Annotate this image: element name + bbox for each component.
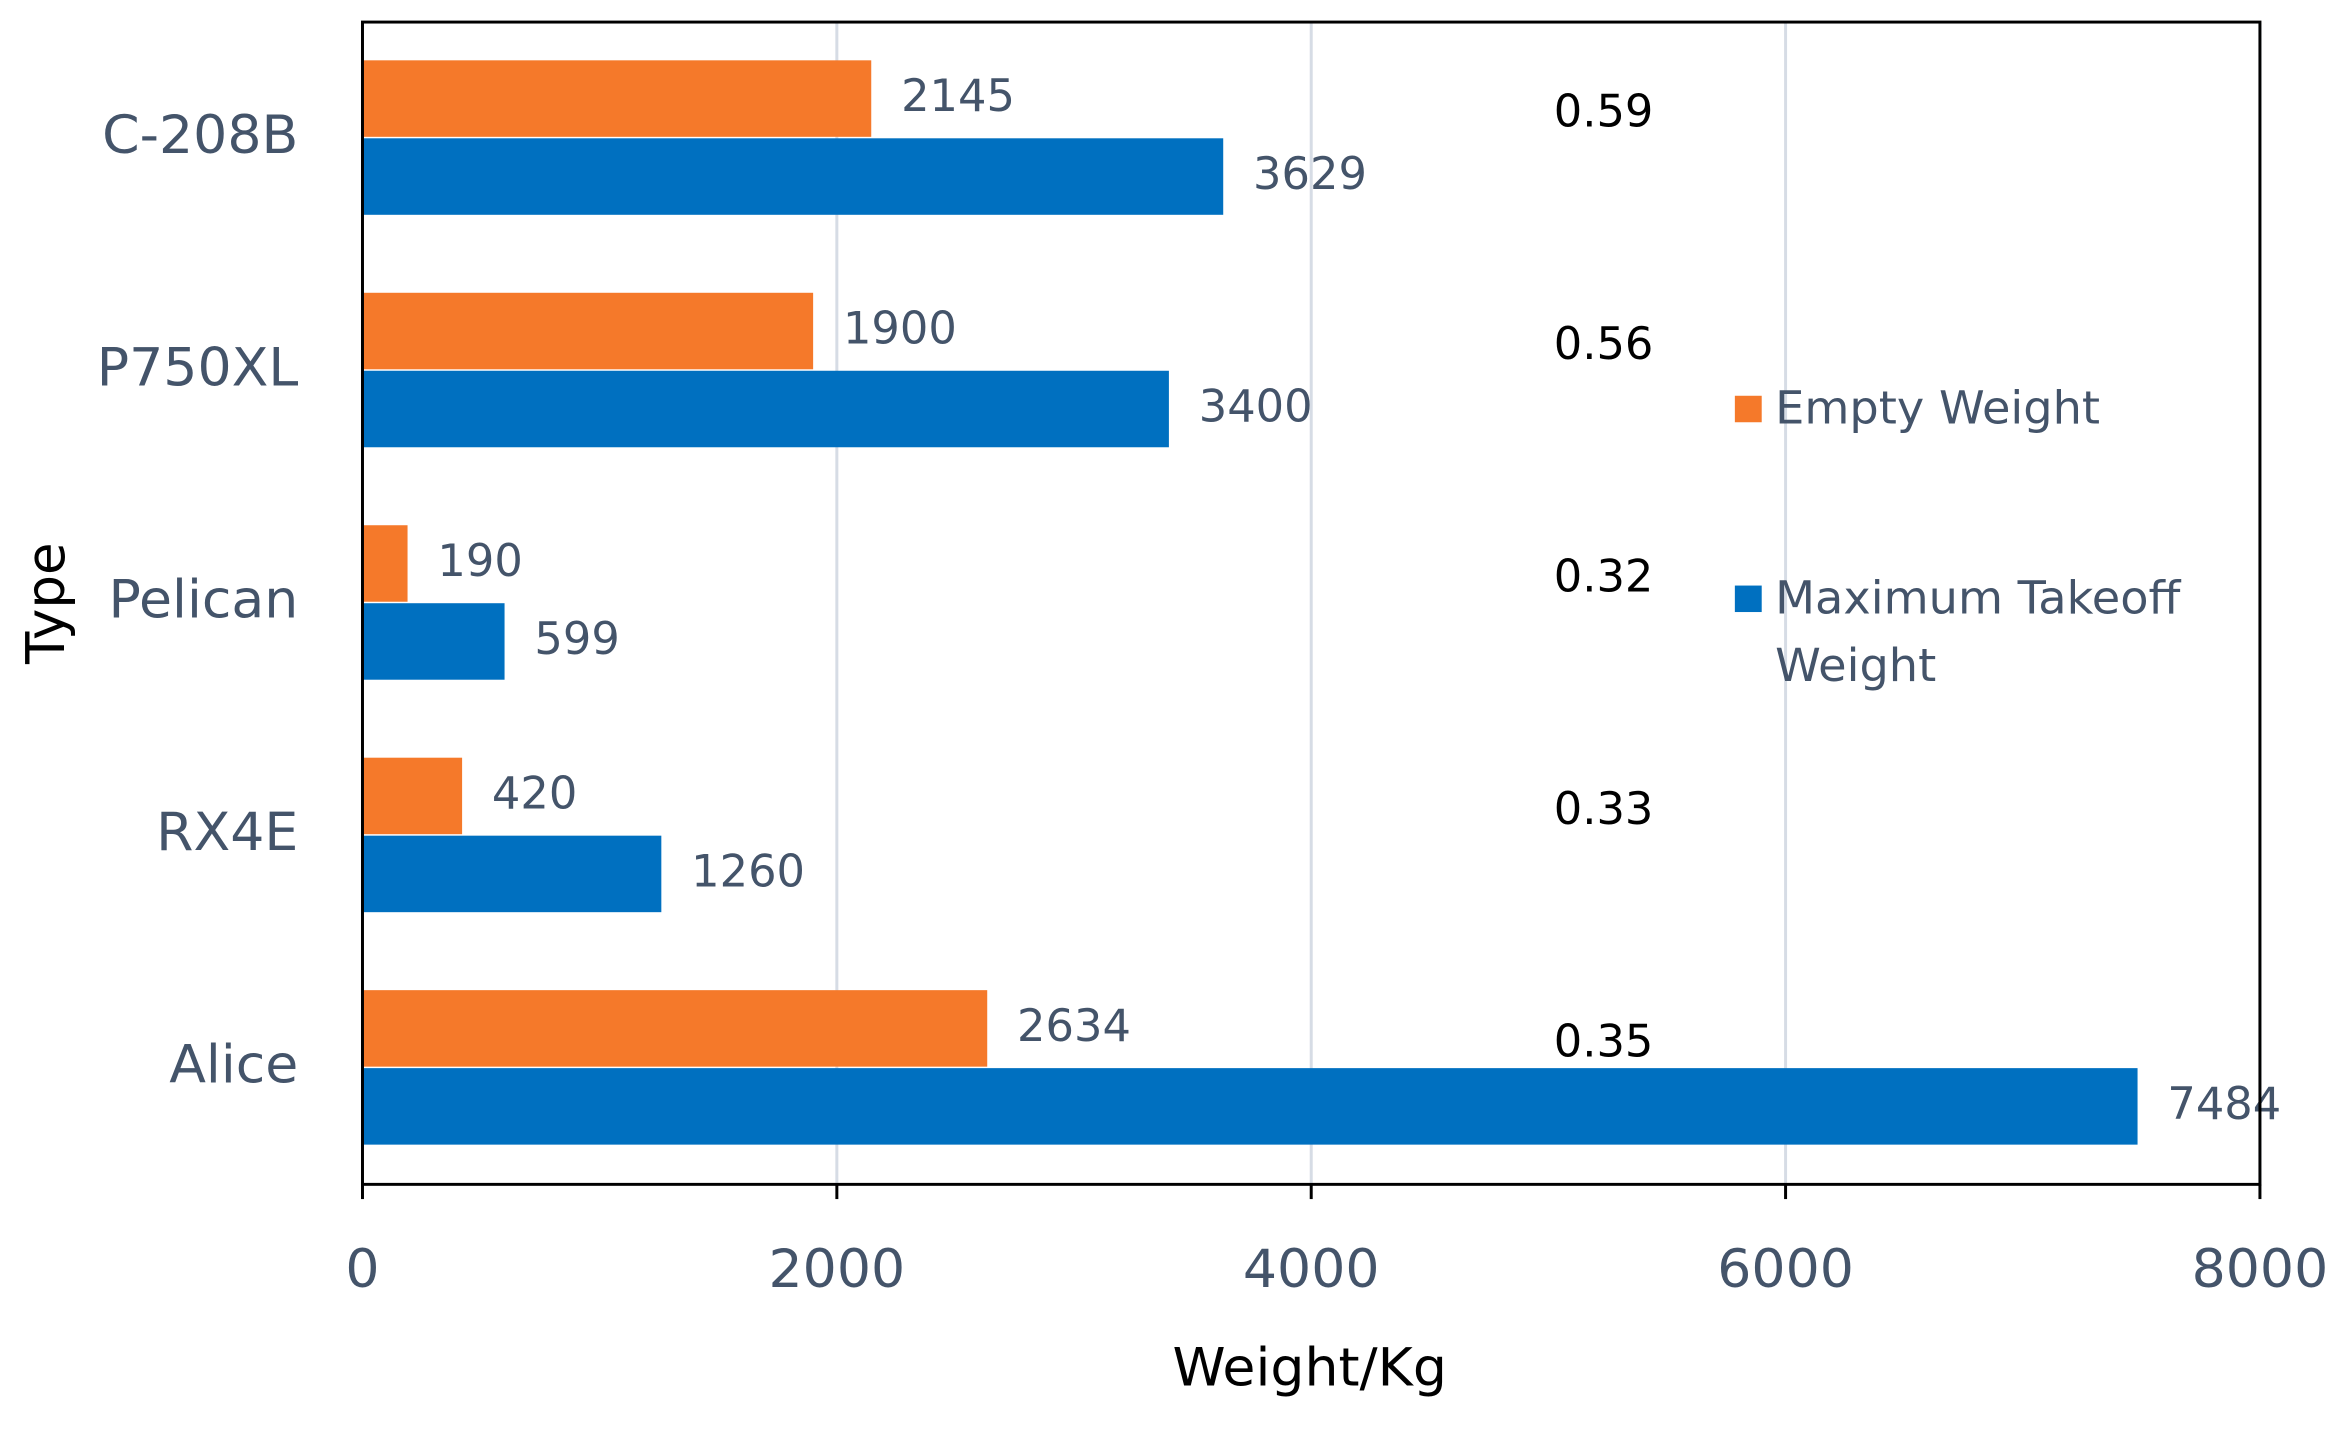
data-label: 3400 xyxy=(1199,382,1313,433)
data-label: 599 xyxy=(534,614,619,665)
data-label: 7484 xyxy=(2167,1079,2281,1130)
data-label: 420 xyxy=(492,769,577,820)
y-tick-label: Pelican xyxy=(109,568,299,631)
bar xyxy=(362,1068,2138,1145)
legend-label: Empty Weight xyxy=(1775,382,2101,436)
y-tick-label: Alice xyxy=(169,1033,298,1096)
bar xyxy=(362,525,408,602)
annotation: 0.59 xyxy=(1554,87,1654,138)
legend-entry: Maximum Takeoff Weight xyxy=(1775,572,2181,693)
x-tick-label: 2000 xyxy=(769,1238,906,1301)
y-tick-label: P750XL xyxy=(97,336,299,399)
legend-label: Maximum Takeoff Weight xyxy=(1775,572,2181,693)
legend-swatch xyxy=(1734,395,1762,423)
annotation: 0.33 xyxy=(1554,784,1654,835)
bar xyxy=(362,990,988,1067)
data-label: 1900 xyxy=(843,304,957,355)
annotation: 0.56 xyxy=(1554,319,1654,370)
bar xyxy=(362,835,662,913)
data-label: 2145 xyxy=(901,72,1015,123)
x-axis-title: Weight/Kg xyxy=(1172,1336,1446,1399)
y-tick-label: RX4E xyxy=(156,801,298,864)
legend-swatch xyxy=(1734,585,1762,613)
bar xyxy=(362,292,814,370)
bar xyxy=(362,603,505,680)
x-tick-label: 4000 xyxy=(1243,1238,1380,1301)
x-tick-label: 6000 xyxy=(1717,1238,1854,1301)
annotation: 0.32 xyxy=(1554,552,1654,603)
bar xyxy=(362,60,872,137)
x-tick-label: 8000 xyxy=(2192,1238,2329,1301)
y-axis-title: Type xyxy=(14,542,77,665)
y-tick-label: C-208B xyxy=(102,103,298,166)
bar xyxy=(362,370,1169,448)
bar xyxy=(362,757,463,835)
x-tick-label: 0 xyxy=(345,1238,379,1301)
data-label: 2634 xyxy=(1017,1001,1131,1052)
annotation: 0.35 xyxy=(1554,1017,1654,1068)
data-label: 1260 xyxy=(691,847,805,898)
data-label: 190 xyxy=(437,536,522,587)
legend-entry: Empty Weight xyxy=(1775,382,2101,436)
plot-border xyxy=(360,20,2262,1186)
bar xyxy=(362,138,1224,215)
data-label: 3629 xyxy=(1253,149,1367,200)
